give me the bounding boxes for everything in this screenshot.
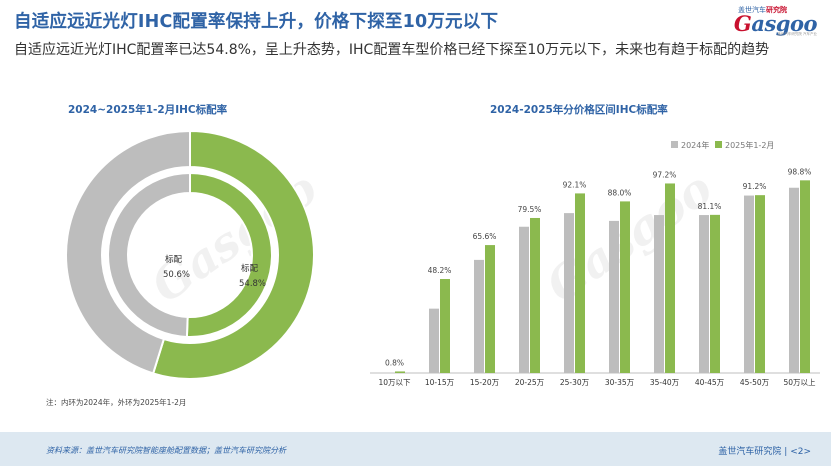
x-tick-label-3: 20-25万 xyxy=(515,378,545,387)
bar-2024-9 xyxy=(789,187,799,373)
donut-outer-value: 54.8% xyxy=(239,279,266,289)
bar-data-label-5: 88.0% xyxy=(608,188,632,197)
donut-slice-outer-standard xyxy=(151,129,315,380)
bar-2025-8 xyxy=(755,195,765,373)
legend-swatch-1 xyxy=(715,141,722,148)
donut-chart-title: 2024~2025年1-2月IHC标配率 xyxy=(68,104,228,116)
x-tick-label-7: 40-45万 xyxy=(695,378,725,387)
bar-chart-title: 2024-2025年分价格区间IHC标配率 xyxy=(490,104,668,116)
donut-inner-value: 50.6% xyxy=(163,270,190,280)
bar-data-label-9: 98.8% xyxy=(788,167,812,176)
bar-2025-6 xyxy=(665,183,675,373)
bar-2025-4 xyxy=(575,193,585,373)
page-number: 盖世汽车研究院 | <2> xyxy=(718,447,811,457)
bar-2025-5 xyxy=(620,201,630,373)
donut-slice-inner-other xyxy=(107,171,191,338)
bar-2024-7 xyxy=(699,215,709,373)
donut-chart: 标配 50.6% 标配 54.8% xyxy=(65,129,315,380)
bar-2025-0 xyxy=(395,371,405,373)
bar-data-label-0: 0.8% xyxy=(385,358,404,367)
page-subtitle: 自适应远近光灯IHC配置率已达54.8%，呈上升态势，IHC配置车型价格已经下探… xyxy=(14,42,770,58)
x-tick-label-2: 15-20万 xyxy=(470,378,500,387)
legend-label-1: 2025年1-2月 xyxy=(725,140,774,150)
legend-label-0: 2024年 xyxy=(681,140,709,150)
donut-slice-outer-other xyxy=(65,129,191,375)
bar-2024-6 xyxy=(654,215,664,373)
bar-2024-5 xyxy=(609,220,619,373)
bar-data-label-3: 79.5% xyxy=(518,205,542,214)
bar-2024-2 xyxy=(474,259,484,373)
x-tick-label-1: 10-15万 xyxy=(425,378,455,387)
bar-data-label-7: 81.1% xyxy=(698,202,722,211)
x-tick-label-8: 45-50万 xyxy=(740,378,770,387)
x-tick-label-6: 35-40万 xyxy=(650,378,680,387)
bar-2025-9 xyxy=(800,180,810,373)
page-title: 自适应远近光灯IHC配置率保持上升，价格下探至10万元以下 xyxy=(14,12,499,32)
legend-swatch-0 xyxy=(671,141,678,148)
bar-2025-7 xyxy=(710,214,720,373)
bar-data-label-4: 92.1% xyxy=(563,180,587,189)
bar-2024-1 xyxy=(429,308,439,373)
bar-chart: 2024年 2025年1-2月 0.8% 10万以下 48.2% 10-15万 65.6% 1… xyxy=(370,140,820,387)
gasgoo-logo: 盖世汽车研究院 Gasgoo 盖世汽车研究院 汽车产业 xyxy=(733,6,818,36)
bar-data-label-6: 97.2% xyxy=(653,170,677,179)
bar-2024-4 xyxy=(564,213,574,373)
bar-data-label-1: 48.2% xyxy=(428,266,452,275)
donut-inner-label: 标配 xyxy=(165,254,183,265)
x-tick-label-5: 30-35万 xyxy=(605,378,635,387)
bar-2025-2 xyxy=(485,245,495,373)
bar-2025-1 xyxy=(440,279,450,373)
x-tick-label-4: 25-30万 xyxy=(560,378,590,387)
bar-2024-8 xyxy=(744,195,754,373)
source-note: 资料来源：盖世汽车研究院智能座舱配置数据；盖世汽车研究院分析 xyxy=(46,446,286,455)
donut-outer-label: 标配 xyxy=(241,263,259,274)
x-tick-label-9: 50万以上 xyxy=(783,378,816,387)
bar-2025-3 xyxy=(530,217,540,373)
bar-data-label-2: 65.6% xyxy=(473,232,497,241)
footer-bar: 资料来源：盖世汽车研究院智能座舱配置数据；盖世汽车研究院分析 盖世汽车研究院 |… xyxy=(0,432,831,466)
x-tick-label-0: 10万以下 xyxy=(378,378,411,387)
bar-2024-3 xyxy=(519,226,529,373)
chart-note: 注：内环为2024年，外环为2025年1-2月 xyxy=(46,398,187,407)
bar-data-label-8: 91.2% xyxy=(743,182,767,191)
